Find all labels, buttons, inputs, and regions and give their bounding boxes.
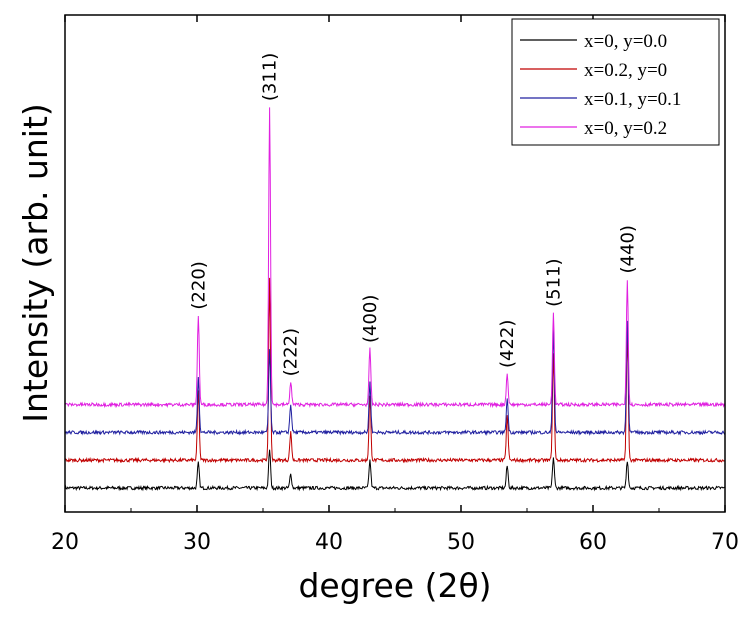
series-line-2 bbox=[64, 277, 726, 464]
x-tick-label-60: 60 bbox=[579, 530, 607, 555]
x-tick-label-20: 20 bbox=[51, 530, 79, 555]
series-line-1 bbox=[64, 449, 726, 492]
x-axis-title: degree (2θ) bbox=[298, 566, 491, 605]
peak-label: (422) bbox=[497, 320, 518, 368]
y-axis-title: Intensity (arb. unit) bbox=[16, 103, 55, 423]
series-line-4 bbox=[64, 107, 726, 409]
legend-label-4: x=0, y=0.2 bbox=[584, 118, 667, 139]
legend: x=0, y=0.0 x=0.2, y=0 x=0.1, y=0.1 x=0, y=0… bbox=[511, 18, 720, 146]
peak-labels: (220) (311) (222) (400) (422) (511) (440) bbox=[188, 53, 638, 377]
plot-layer bbox=[64, 107, 726, 492]
peak-label: (222) bbox=[281, 328, 302, 376]
x-tick-label-70: 70 bbox=[711, 530, 739, 555]
peak-label: (220) bbox=[188, 261, 209, 309]
legend-label-3: x=0.1, y=0.1 bbox=[584, 89, 681, 110]
peak-label: (311) bbox=[260, 53, 281, 101]
peak-label: (400) bbox=[360, 295, 381, 343]
x-tick-label-40: 40 bbox=[315, 530, 343, 555]
peak-label: (511) bbox=[543, 258, 564, 306]
series-line-3 bbox=[64, 320, 726, 437]
peak-label: (440) bbox=[617, 225, 638, 273]
x-tick-label-50: 50 bbox=[447, 530, 475, 555]
x-axis: 20 30 40 50 60 70 bbox=[51, 15, 739, 555]
legend-label-2: x=0.2, y=0 bbox=[584, 60, 667, 81]
x-tick-label-30: 30 bbox=[183, 530, 211, 555]
legend-label-1: x=0, y=0.0 bbox=[584, 31, 667, 52]
